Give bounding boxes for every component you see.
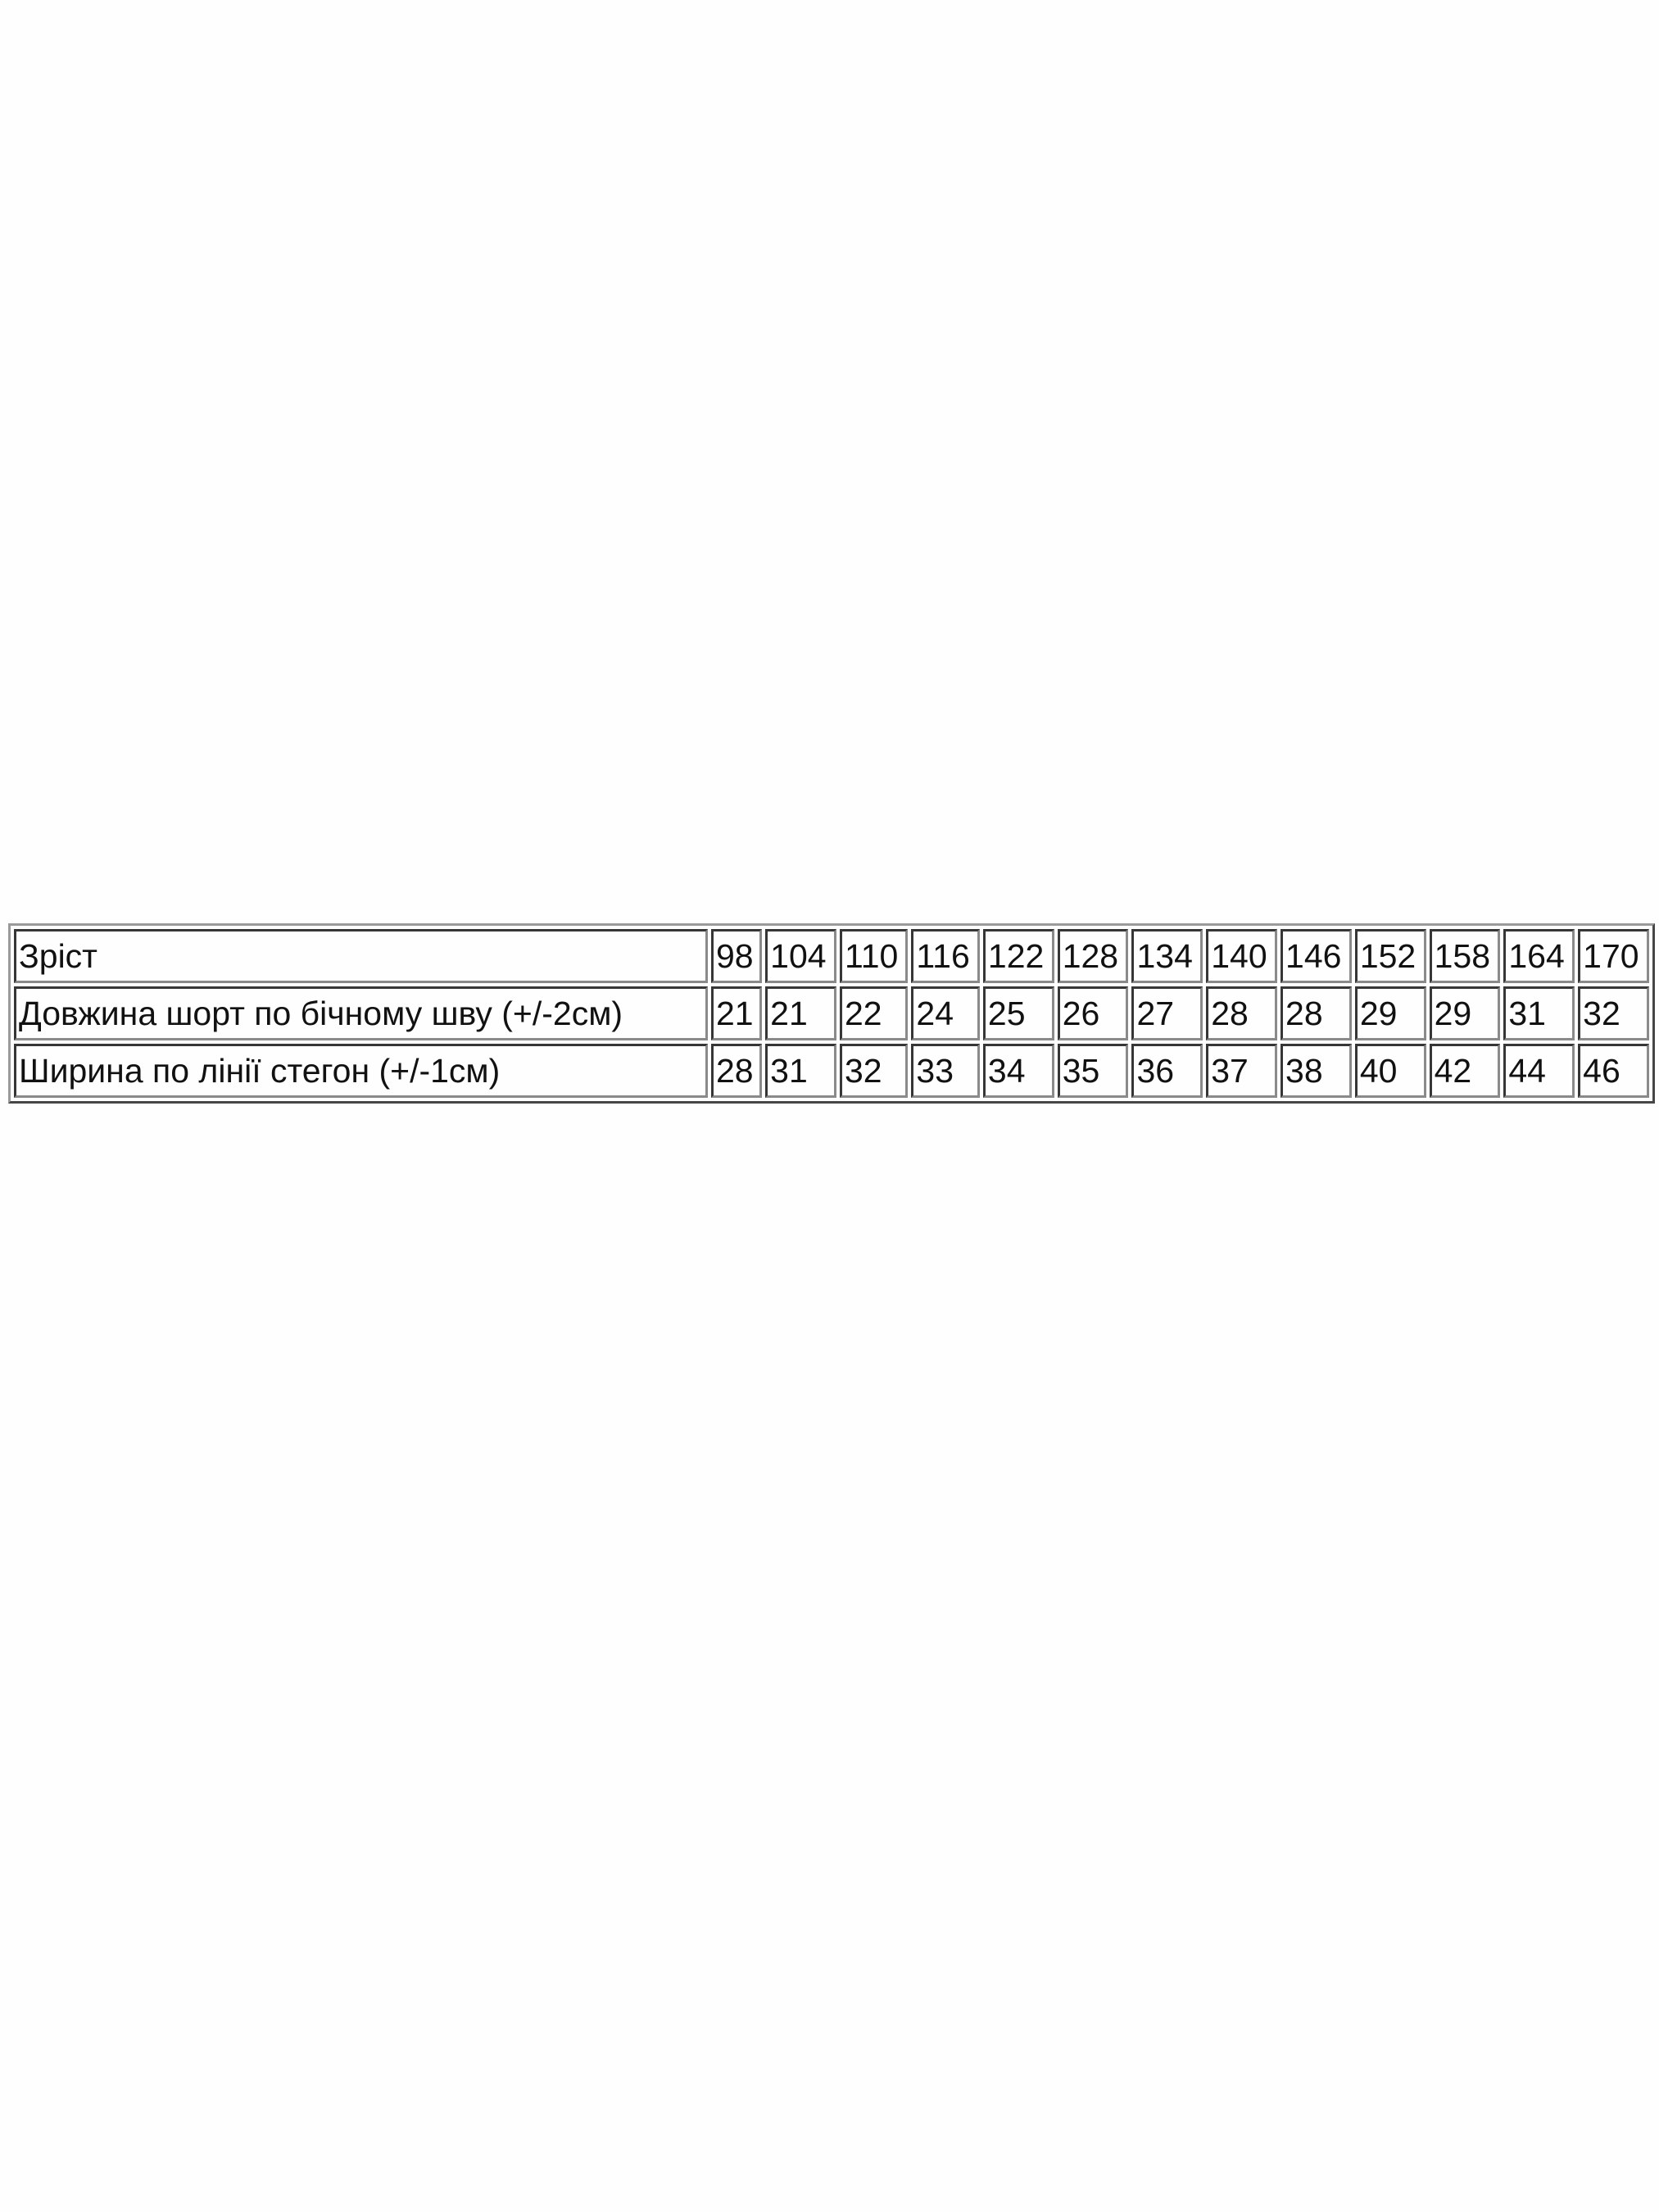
table-cell: 158 <box>1429 929 1501 983</box>
table-cell: 116 <box>911 929 980 983</box>
table-cell: 22 <box>839 986 909 1040</box>
table-cell: 33 <box>911 1044 980 1098</box>
row-label: Зріст <box>14 929 708 983</box>
table-cell: 28 <box>1281 986 1352 1040</box>
table-cell: 29 <box>1429 986 1501 1040</box>
table-cell: 37 <box>1206 1044 1278 1098</box>
table-cell: 29 <box>1354 986 1426 1040</box>
table-cell: 42 <box>1429 1044 1501 1098</box>
table-row: Довжина шорт по бічному шву (+/-2см) 21 21… <box>14 986 1649 1040</box>
table-cell: 170 <box>1578 929 1649 983</box>
table-cell: 26 <box>1057 986 1129 1040</box>
table-cell: 164 <box>1503 929 1575 983</box>
table-cell: 31 <box>1503 986 1575 1040</box>
table-cell: 31 <box>765 1044 836 1098</box>
table-cell: 32 <box>839 1044 909 1098</box>
table-cell: 24 <box>911 986 980 1040</box>
table-cell: 128 <box>1057 929 1129 983</box>
table-cell: 35 <box>1057 1044 1129 1098</box>
table-cell: 34 <box>982 1044 1054 1098</box>
table-cell: 98 <box>711 929 763 983</box>
table-cell: 21 <box>711 986 763 1040</box>
table-cell: 110 <box>839 929 909 983</box>
table-cell: 21 <box>765 986 836 1040</box>
table-cell: 104 <box>765 929 836 983</box>
table-cell: 38 <box>1281 1044 1352 1098</box>
table-cell: 44 <box>1503 1044 1575 1098</box>
size-chart-table: Зріст 98 104 110 116 122 128 134 140 146 152 158 164… <box>8 923 1655 1104</box>
table-row: Зріст 98 104 110 116 122 128 134 140 146 152 158 164… <box>14 929 1649 983</box>
table-cell: 122 <box>982 929 1054 983</box>
table-cell: 28 <box>711 1044 763 1098</box>
table-cell: 32 <box>1578 986 1649 1040</box>
row-label: Ширина по лінії стегон (+/-1см) <box>14 1044 708 1098</box>
table-cell: 46 <box>1578 1044 1649 1098</box>
table-cell: 28 <box>1206 986 1278 1040</box>
row-label: Довжина шорт по бічному шву (+/-2см) <box>14 986 708 1040</box>
table-cell: 25 <box>982 986 1054 1040</box>
table-cell: 140 <box>1206 929 1278 983</box>
table-cell: 27 <box>1131 986 1203 1040</box>
table-cell: 152 <box>1354 929 1426 983</box>
table-cell: 146 <box>1281 929 1352 983</box>
table-row: Ширина по лінії стегон (+/-1см) 28 31 32 33 3… <box>14 1044 1649 1098</box>
table-cell: 36 <box>1131 1044 1203 1098</box>
table-cell: 134 <box>1131 929 1203 983</box>
table-cell: 40 <box>1354 1044 1426 1098</box>
